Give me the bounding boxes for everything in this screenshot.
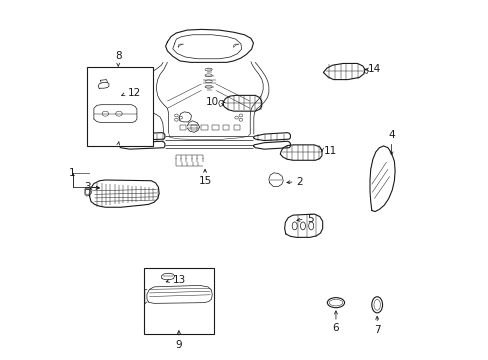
Bar	[201, 126, 207, 130]
Bar	[190, 126, 197, 130]
Text: 6: 6	[332, 323, 339, 333]
Text: 15: 15	[198, 176, 211, 186]
Text: 11: 11	[323, 145, 336, 156]
Text: 3: 3	[84, 182, 91, 192]
Text: 12: 12	[127, 88, 141, 98]
Bar	[144, 268, 214, 334]
Text: 7: 7	[373, 325, 380, 335]
Bar	[86, 67, 153, 146]
Text: 4: 4	[387, 130, 394, 140]
Text: 8: 8	[115, 51, 122, 61]
Text: 14: 14	[367, 64, 380, 74]
Bar	[212, 126, 218, 130]
Bar	[223, 126, 229, 130]
Text: 5: 5	[306, 214, 313, 224]
Text: 13: 13	[172, 275, 185, 285]
Bar	[233, 126, 240, 130]
Text: 10: 10	[205, 97, 218, 107]
Text: 9: 9	[175, 339, 182, 350]
Bar	[180, 126, 186, 130]
Text: 1: 1	[69, 168, 75, 178]
Text: 2: 2	[296, 177, 303, 187]
